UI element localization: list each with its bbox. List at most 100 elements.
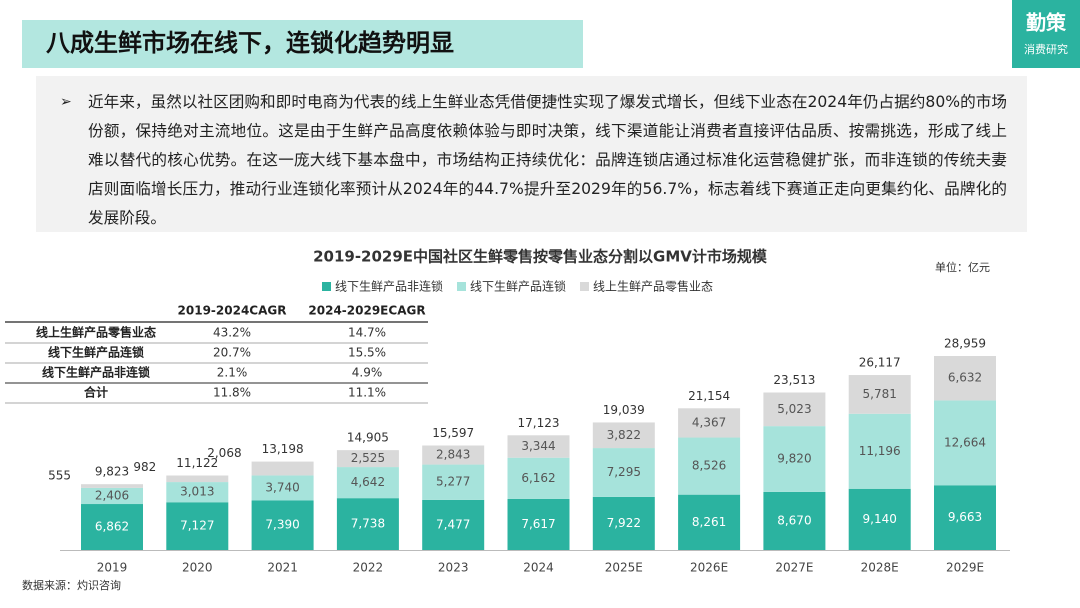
source: 数据来源：灼识咨询 — [22, 578, 121, 592]
table-cell: 11.8% — [213, 386, 251, 400]
x-tick-label: 2027E — [775, 561, 813, 575]
bar-segment — [507, 435, 570, 458]
x-tick-label: 2019 — [97, 561, 128, 575]
row-label: 线下生鲜产品非连锁 — [42, 365, 150, 380]
bar-segment — [251, 461, 314, 476]
bar-segment — [81, 484, 143, 488]
legend-label: 线下生鲜产品连锁 — [470, 279, 566, 294]
x-tick-label: 2028E — [861, 561, 899, 575]
table-cell: 43.2% — [213, 326, 251, 340]
bar-segment — [763, 426, 826, 492]
x-tick-label: 2021 — [267, 561, 298, 575]
bar-segment — [678, 437, 741, 495]
value-label: 4,642 — [351, 475, 385, 489]
bar-segment — [592, 422, 655, 449]
value-label: 4,367 — [692, 415, 726, 429]
value-label: 5,277 — [436, 475, 470, 489]
bar-segment — [507, 457, 570, 499]
value-label: 7,477 — [436, 517, 470, 531]
legend-swatch — [580, 282, 589, 291]
x-tick-label: 2025E — [605, 561, 643, 575]
bar-segment — [934, 485, 996, 550]
title-band — [22, 20, 583, 68]
bar-segment — [934, 356, 996, 401]
bar-segment — [848, 413, 911, 489]
chart-title: 2019-2029E中国社区生鲜零售按零售业态分割以GMV计市场规模 — [313, 248, 768, 266]
value-label: 6,862 — [95, 520, 129, 534]
total-label: 19,039 — [603, 403, 645, 417]
x-tick-label: 2020 — [182, 561, 213, 575]
value-label: 2,406 — [95, 488, 129, 502]
table-cell: 2.1% — [217, 366, 248, 380]
row-label: 合计 — [84, 385, 108, 400]
value-label: 11,196 — [859, 444, 901, 458]
table-cell: 14.7% — [348, 326, 386, 340]
bar-segment — [507, 498, 570, 550]
legend-swatch — [322, 282, 331, 291]
table-bg — [5, 300, 428, 403]
value-label: 2,068 — [207, 446, 241, 460]
value-label: 6,162 — [521, 471, 555, 485]
value-label: 7,127 — [180, 519, 214, 533]
summary: ➢ 近年来，虽然以社区团购和即时电商为代表的线上生鲜业态凭借便捷性实现了爆发式增… — [36, 76, 1027, 232]
bar-segment — [336, 450, 399, 468]
bar-segment — [166, 482, 229, 503]
value-label: 7,390 — [265, 518, 299, 532]
value-label: 3,013 — [180, 485, 214, 499]
value-label: 7,922 — [607, 516, 641, 530]
total-label: 21,154 — [688, 389, 730, 403]
total-label: 13,198 — [262, 442, 304, 456]
bar-segment — [251, 500, 314, 550]
total-label: 15,597 — [432, 426, 474, 440]
legend-label: 线下生鲜产品非连锁 — [335, 279, 443, 294]
x-tick-label: 2022 — [353, 561, 384, 575]
total-label: 17,123 — [518, 416, 560, 430]
value-label: 982 — [133, 460, 156, 474]
bar-segment — [81, 504, 143, 550]
row-label: 线下生鲜产品连锁 — [48, 345, 144, 360]
table-header: 2024-2029ECAGR — [308, 304, 425, 318]
logo-box — [1012, 0, 1080, 68]
unit: 单位：亿元 — [935, 260, 990, 274]
table-cell: 15.5% — [348, 346, 386, 360]
value-label: 7,738 — [351, 517, 385, 531]
bar-segment — [81, 487, 143, 505]
page-title: 八成生鲜市场在线下，连锁化趋势明显 — [46, 29, 454, 57]
legend-label: 线上生鲜产品零售业态 — [593, 279, 713, 294]
bar-segment — [422, 445, 485, 465]
bar-segment — [336, 498, 399, 550]
logo-sub: 消费研究 — [1024, 42, 1068, 56]
x-tick-label: 2026E — [690, 561, 728, 575]
bar-segment — [848, 488, 911, 550]
total-label: 23,513 — [773, 373, 815, 387]
legend-swatch — [457, 282, 466, 291]
bullet: ➢ — [60, 94, 72, 110]
logo: 勤策 — [1026, 11, 1067, 35]
total-label: 14,905 — [347, 431, 389, 445]
summary-text: 近年来，虽然以社区团购和即时电商为代表的线上生鲜业态凭借便捷性实现了爆发式增长，… — [88, 93, 1007, 227]
bar-segment — [592, 448, 655, 497]
bar-segment — [678, 408, 741, 438]
value-label: 3,344 — [521, 439, 555, 453]
bar-segment — [166, 502, 229, 550]
row-label: 线上生鲜产品零售业态 — [36, 325, 156, 340]
value-label: 5,023 — [777, 402, 811, 416]
value-label: 8,670 — [777, 513, 811, 527]
table-cell: 4.9% — [352, 366, 383, 380]
x-tick-label: 2029E — [946, 561, 984, 575]
value-label: 9,140 — [863, 512, 897, 526]
bar-segment — [934, 400, 996, 486]
value-label: 3,740 — [265, 480, 299, 494]
value-label: 8,261 — [692, 515, 726, 529]
bar-segment — [848, 375, 911, 414]
bar-segment — [422, 499, 485, 550]
value-label: 7,617 — [521, 517, 555, 531]
value-label: 7,295 — [607, 465, 641, 479]
value-label: 2,843 — [436, 448, 470, 462]
table-cell: 20.7% — [213, 346, 251, 360]
x-tick-label: 2024 — [523, 561, 554, 575]
bar-segment — [678, 494, 741, 550]
value-label: 555 — [48, 469, 71, 483]
